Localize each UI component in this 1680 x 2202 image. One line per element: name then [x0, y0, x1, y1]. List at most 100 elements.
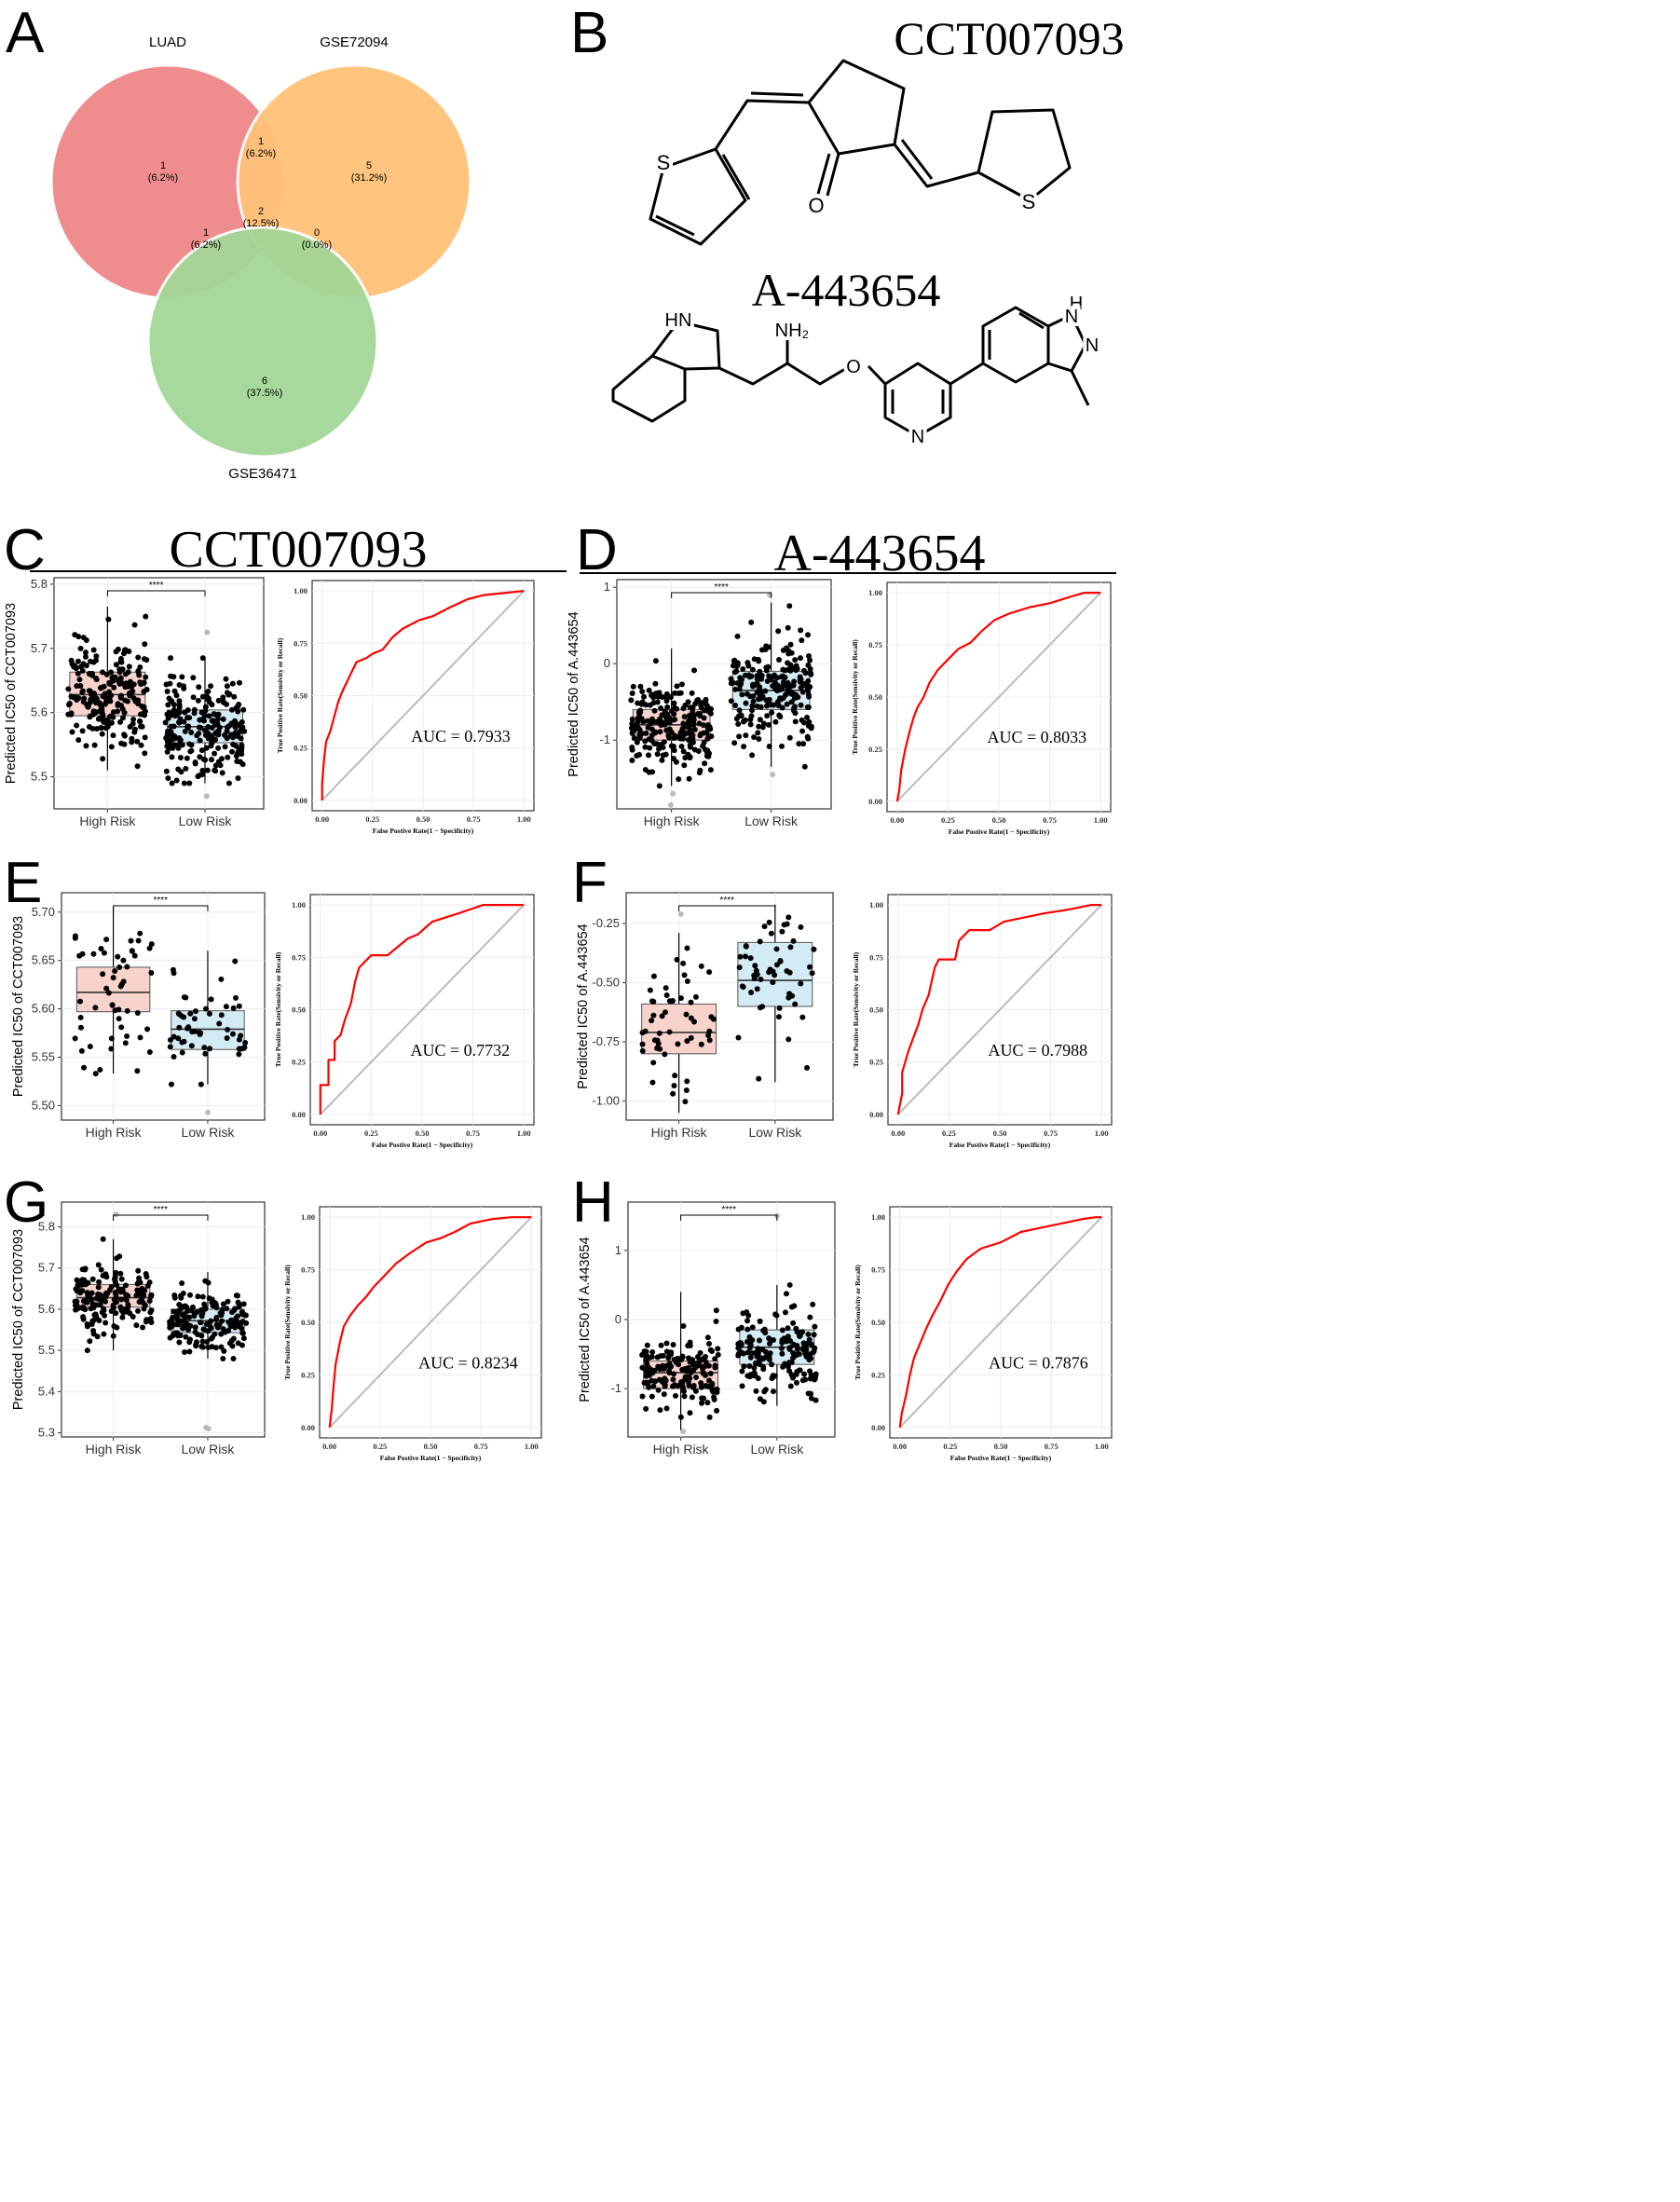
y-axis-label: True Positive Rate(Sensivity or Recall)	[852, 951, 860, 1067]
data-point	[131, 729, 138, 735]
y-axis-label: Predicted IC50 of A.443654	[576, 923, 591, 1088]
data-point	[223, 1004, 229, 1010]
data-point	[776, 1005, 783, 1011]
data-point	[167, 737, 173, 744]
data-point	[707, 726, 714, 732]
data-point	[647, 745, 653, 751]
x-axis-label: False Postive Rate(1 − Specificity)	[373, 827, 474, 835]
data-point	[208, 683, 214, 690]
data-point	[636, 751, 643, 758]
data-point	[800, 741, 807, 747]
data-point	[141, 689, 147, 695]
data-point	[92, 1005, 99, 1011]
data-point	[672, 704, 678, 711]
data-point	[110, 1333, 116, 1339]
x-tick-label: 0.00	[315, 814, 329, 824]
data-point	[756, 736, 762, 743]
data-point	[105, 616, 112, 622]
data-point	[73, 1306, 79, 1313]
data-point	[167, 1037, 173, 1044]
data-point	[83, 743, 89, 749]
data-point	[208, 757, 214, 763]
data-point	[205, 724, 212, 731]
data-point	[762, 1354, 769, 1361]
data-point	[75, 634, 82, 640]
data-point	[799, 689, 806, 695]
data-point	[680, 748, 687, 755]
data-point	[100, 1236, 106, 1242]
x-axis-label: False Postive Rate(1 − Specificity)	[372, 1141, 473, 1149]
data-point	[199, 1293, 206, 1300]
data-point	[118, 1296, 125, 1303]
roc-panel-e: 0.00 0.25 0.50 0.75 1.00 0.00 0.25 0.50 0.75 1.00…	[274, 894, 535, 1149]
y-tick-label: 0.25	[871, 1370, 885, 1379]
data-point	[646, 736, 652, 743]
data-point	[751, 976, 758, 982]
data-point	[793, 1325, 799, 1332]
y-tick-label: 0.75	[868, 640, 882, 650]
data-point	[629, 731, 635, 737]
roc-panel-g: 0.00 0.25 0.50 0.75 1.00 0.00 0.25 0.50 0.75 1.00…	[283, 1206, 542, 1462]
data-point	[206, 713, 212, 719]
data-point	[676, 691, 682, 697]
outlier-point	[680, 1429, 687, 1435]
y-tick-label: 1	[615, 1243, 621, 1257]
x-tick-label: High Risk	[86, 1442, 143, 1457]
data-point	[216, 1020, 223, 1027]
diagonal-reference	[328, 1216, 533, 1429]
data-point	[680, 960, 687, 966]
data-point	[747, 721, 754, 728]
data-point	[782, 667, 788, 674]
data-point	[108, 1284, 115, 1291]
data-point	[102, 701, 109, 707]
data-point	[83, 636, 89, 643]
boxplot-panel-d: -1 0 1 Predicted IC50 of A.443654 High Risk L…	[567, 579, 832, 828]
data-point	[639, 1393, 646, 1400]
data-point	[171, 970, 177, 977]
data-point	[117, 1270, 124, 1277]
data-point	[108, 669, 115, 676]
data-point	[66, 702, 73, 708]
data-point	[703, 701, 709, 707]
data-point	[236, 679, 242, 686]
data-point	[198, 709, 205, 716]
data-point	[118, 659, 125, 665]
data-point	[87, 688, 93, 694]
data-point	[225, 1319, 232, 1325]
data-point	[772, 718, 779, 725]
roc-curve	[321, 590, 525, 800]
data-point	[203, 1005, 210, 1012]
data-point	[147, 1309, 154, 1316]
data-point	[233, 994, 239, 1001]
data-point	[774, 688, 781, 694]
data-point	[224, 1306, 230, 1312]
data-point	[663, 727, 670, 733]
data-point	[808, 671, 814, 677]
data-point	[657, 729, 663, 735]
data-point	[689, 731, 695, 737]
data-point	[662, 1363, 669, 1370]
data-point	[117, 718, 124, 725]
data-point	[650, 1012, 657, 1019]
data-point	[698, 1041, 704, 1047]
data-point	[102, 725, 109, 732]
data-point	[200, 1326, 207, 1333]
data-point	[796, 741, 802, 747]
data-point	[791, 678, 798, 685]
data-point	[687, 704, 693, 711]
y-tick-label: 1.00	[301, 1212, 315, 1222]
roc-panel-f: 0.00 0.25 0.50 0.75 1.00 0.00 0.25 0.50 0.75 1.00…	[852, 894, 1113, 1149]
roc-curve	[319, 904, 525, 1115]
data-point	[96, 1279, 102, 1285]
data-point	[715, 1351, 721, 1358]
data-point	[135, 1267, 142, 1274]
data-point	[785, 1036, 792, 1043]
data-point	[137, 930, 143, 937]
data-point	[99, 1309, 105, 1316]
data-point	[768, 930, 774, 937]
x-tick-label: 0.75	[1043, 815, 1057, 825]
diagonal-reference	[896, 592, 1101, 802]
data-point	[239, 718, 245, 725]
data-point	[763, 667, 770, 674]
